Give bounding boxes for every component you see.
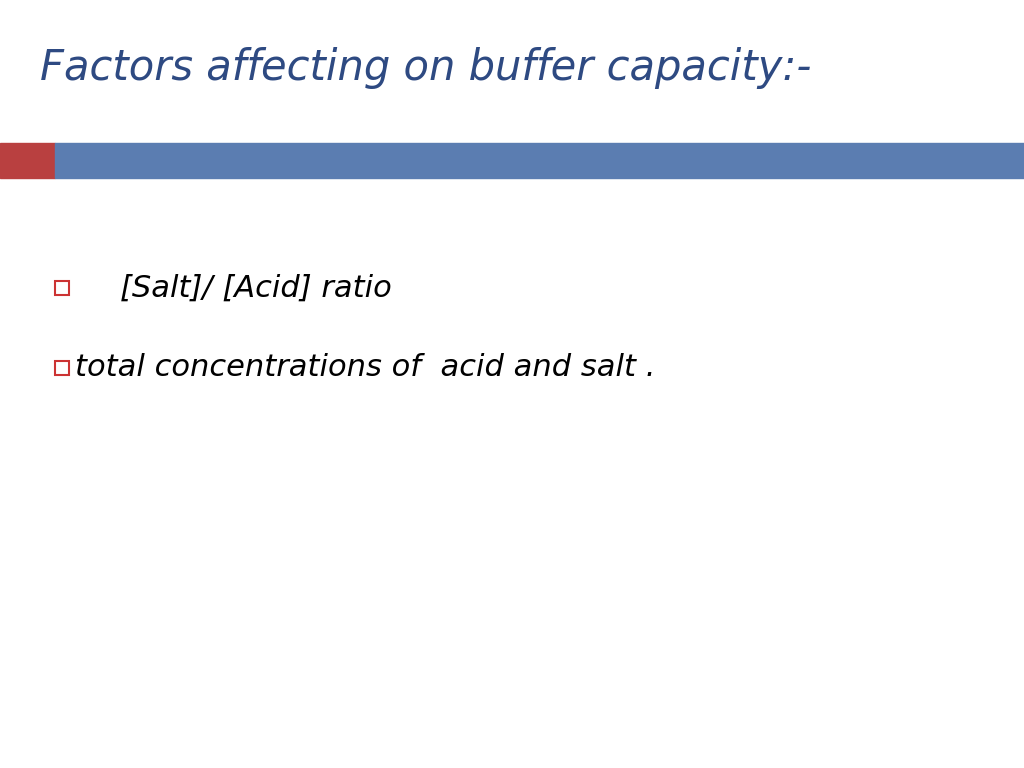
Bar (55, 281, 69, 295)
Bar (55, 361, 69, 375)
Text: total concentrations of  acid and salt .: total concentrations of acid and salt . (75, 353, 655, 382)
Text: Factors affecting on buffer capacity:-: Factors affecting on buffer capacity:- (40, 47, 811, 89)
Bar (0, 143, 55, 178)
Text: [Salt]/ [Acid] ratio: [Salt]/ [Acid] ratio (120, 273, 392, 303)
Bar (55, 143, 1024, 178)
